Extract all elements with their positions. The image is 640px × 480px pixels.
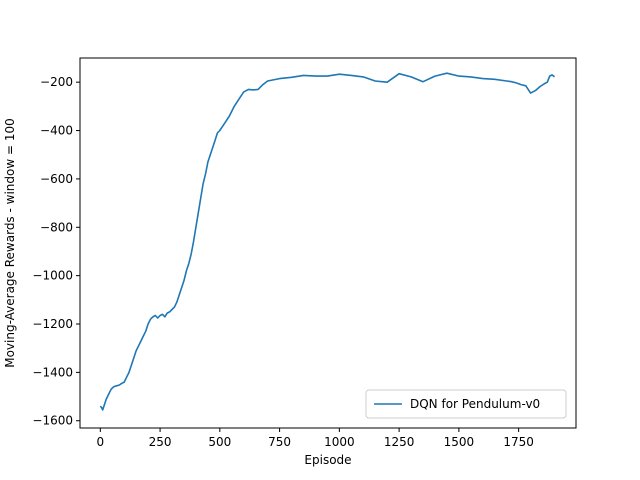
series-layer bbox=[99, 72, 556, 411]
y-tick-label: −1400 bbox=[32, 365, 73, 379]
legend-box bbox=[365, 389, 567, 419]
x-axis-label: Episode bbox=[304, 453, 351, 467]
y-tick-label: −1200 bbox=[32, 317, 73, 331]
legend-label: DQN for Pendulum-v0 bbox=[410, 397, 540, 411]
series-line-0 bbox=[99, 72, 556, 411]
y-axis: −1600 −1400 −1200 −1000 −800 −600 −400 −200 bbox=[32, 75, 80, 428]
y-tick-label: −1600 bbox=[32, 414, 73, 428]
x-tick-label: 1250 bbox=[384, 435, 415, 449]
plot-frame bbox=[79, 57, 577, 429]
x-tick-label: 0 bbox=[96, 435, 104, 449]
x-tick-label: 1000 bbox=[324, 435, 355, 449]
x-tick-label: 1750 bbox=[503, 435, 534, 449]
y-tick-label: −200 bbox=[40, 75, 73, 89]
x-tick-label: 1500 bbox=[444, 435, 475, 449]
y-tick-label: −400 bbox=[40, 124, 73, 138]
x-axis: 0 250 500 750 1000 1250 1500 1750 bbox=[96, 428, 534, 449]
plot-area bbox=[79, 57, 577, 429]
y-tick-label: −600 bbox=[40, 172, 73, 186]
y-tick-label: −800 bbox=[40, 220, 73, 234]
y-tick-label: −1000 bbox=[32, 269, 73, 283]
x-tick-label: 750 bbox=[268, 435, 291, 449]
y-axis-label: Moving-Average Rewards - window = 100 bbox=[3, 118, 17, 368]
x-tick-label: 500 bbox=[208, 435, 231, 449]
x-tick-label: 250 bbox=[149, 435, 172, 449]
legend: DQN for Pendulum-v0 bbox=[365, 389, 567, 419]
